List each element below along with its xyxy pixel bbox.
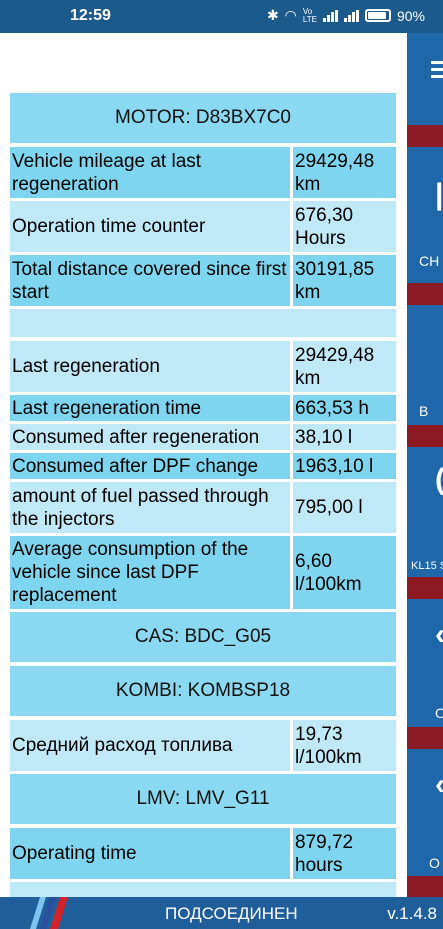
row-label: Consumed after DPF change <box>10 453 290 479</box>
row-value: 19,73 l/100km <box>293 720 396 771</box>
table-row: Operating time 879,72 hours <box>10 828 396 879</box>
side-item-label[interactable]: O <box>435 705 443 721</box>
side-panel[interactable]: | CH B ( KL15 S ‹ O ‹ O <box>407 33 443 897</box>
side-item-icon[interactable]: ‹ <box>435 618 443 652</box>
status-bar: 12:59 ✱ ◠ Vo LTE 90% <box>0 0 443 33</box>
table-row: Last regeneration 29429,48 km <box>10 341 396 392</box>
row-value: 6,60 l/100km <box>293 536 396 609</box>
row-value: 30191,85 km <box>293 255 396 306</box>
row-label: Средний расход топлива <box>10 720 290 771</box>
row-label: Operation time counter <box>10 201 290 252</box>
row-label: Operating time <box>10 828 290 879</box>
status-icons: ✱ ◠ Vo LTE 90% <box>267 7 425 24</box>
menu-icon[interactable] <box>407 61 443 91</box>
table-row: Средний расход топлива 19,73 l/100km <box>10 720 396 771</box>
table-row: amount of fuel passed through the inject… <box>10 482 396 533</box>
section-header-cas: CAS: BDC_G05 <box>10 612 396 662</box>
side-marker <box>407 577 443 599</box>
row-label: Last regeneration time <box>10 395 290 421</box>
row-label: Average consumption of the vehicle since… <box>10 536 290 609</box>
bluetooth-icon: ✱ <box>266 7 279 23</box>
table-row: Vehicle mileage at last regeneration 294… <box>10 147 396 198</box>
table-row: Consumed after regeneration 38,10 l <box>10 424 396 450</box>
side-marker <box>407 125 443 147</box>
section-header-lmv: LMV: LMV_G11 <box>10 774 396 824</box>
side-item-icon[interactable]: ‹ <box>435 768 443 802</box>
side-item-icon[interactable]: | <box>435 178 443 211</box>
side-marker <box>407 727 443 749</box>
row-value: 663,53 h <box>293 395 396 421</box>
table-row: Consumed after DPF change 1963,10 l <box>10 453 396 479</box>
row-value: 879,72 hours <box>293 828 396 879</box>
section-header-kombi: KOMBI: KOMBSP18 <box>10 666 396 716</box>
row-value: 795,00 l <box>293 482 396 533</box>
side-item-label[interactable]: KL15 S <box>411 560 443 572</box>
row-value: 38,10 l <box>293 424 396 450</box>
side-item-label[interactable]: CH <box>419 253 440 269</box>
app-version: v.1.4.8 <box>387 904 437 923</box>
row-label: Last regeneration <box>10 341 290 392</box>
table-row: Average consumption of the vehicle since… <box>10 536 396 609</box>
row-label: Consumed after regeneration <box>10 424 290 450</box>
row-label: Vehicle mileage at last regeneration <box>10 147 290 198</box>
side-marker <box>407 876 443 897</box>
side-item-label[interactable]: B <box>419 403 429 419</box>
side-item-icon[interactable]: ( <box>435 463 443 497</box>
bottom-bar: ПОДСОЕДИНЕН v.1.4.8 <box>0 897 443 929</box>
table-row: Last regeneration time 663,53 h <box>10 395 396 421</box>
table-row: Operation time counter 676,30 Hours <box>10 201 396 252</box>
row-label: Total distance covered since first start <box>10 255 290 306</box>
row-value: 676,30 Hours <box>293 201 396 252</box>
clock: 12:59 <box>70 7 111 24</box>
wifi-icon: ◠ <box>284 7 297 23</box>
signal-icon <box>343 9 359 22</box>
side-marker <box>407 425 443 447</box>
signal-icon <box>322 9 338 22</box>
volte-icon: Vo LTE <box>302 6 317 24</box>
connection-status: ПОДСОЕДИНЕН <box>165 904 298 923</box>
side-marker <box>407 283 443 305</box>
battery-icon <box>364 9 391 22</box>
brand-logo <box>30 897 68 929</box>
row-value: 29429,48 km <box>293 341 396 392</box>
table-spacer <box>10 309 396 337</box>
battery-percent: 90% <box>396 7 425 24</box>
side-item-label[interactable]: O <box>429 855 440 871</box>
data-table: MOTOR: D83BX7C0 Vehicle mileage at last … <box>10 93 396 914</box>
table-row: Total distance covered since first start… <box>10 255 396 306</box>
row-value: 1963,10 l <box>293 453 396 479</box>
section-header-motor: MOTOR: D83BX7C0 <box>10 93 396 143</box>
row-label: amount of fuel passed through the inject… <box>10 482 290 533</box>
row-value: 29429,48 km <box>293 147 396 198</box>
